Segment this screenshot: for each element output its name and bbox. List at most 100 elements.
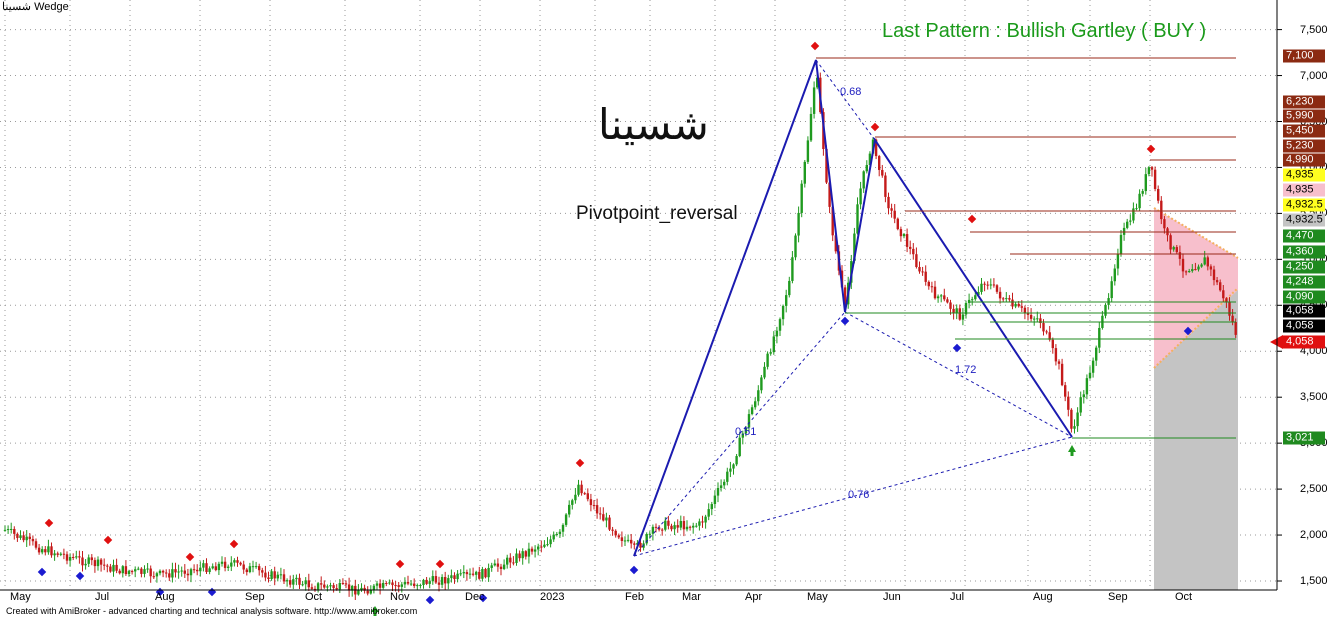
candle-body bbox=[797, 212, 800, 236]
candle-body bbox=[335, 588, 338, 590]
candle-body bbox=[933, 286, 937, 299]
candle-body bbox=[924, 271, 927, 282]
candle-body bbox=[419, 585, 422, 587]
x-tick-label: Aug bbox=[155, 591, 175, 603]
candle-body bbox=[881, 169, 884, 176]
candle-body bbox=[899, 229, 903, 237]
candle-body bbox=[1135, 208, 1138, 210]
candle-body bbox=[738, 437, 741, 457]
candle-body bbox=[347, 584, 351, 591]
candle-body bbox=[859, 188, 862, 205]
candle-body bbox=[692, 525, 695, 528]
candle-body bbox=[307, 580, 310, 588]
candle-body bbox=[540, 546, 543, 548]
candle-body bbox=[391, 582, 394, 586]
candle-body bbox=[757, 390, 760, 402]
candle-body bbox=[614, 530, 617, 536]
candle-body bbox=[183, 570, 186, 574]
candle-body bbox=[397, 585, 400, 587]
candle-body bbox=[251, 566, 255, 568]
candle-body bbox=[329, 585, 332, 587]
candle-body bbox=[704, 516, 707, 523]
candle-body bbox=[878, 156, 881, 170]
candle-body bbox=[1231, 315, 1234, 322]
candle-body bbox=[254, 566, 258, 568]
footer-credit: Created with AmiBroker - advanced charti… bbox=[6, 606, 418, 616]
candle-body bbox=[1119, 234, 1123, 255]
candle-body bbox=[558, 531, 562, 535]
candle-body bbox=[292, 579, 295, 585]
pivot-low-marker bbox=[1183, 326, 1193, 336]
pivot-high-marker bbox=[575, 458, 585, 468]
candle-body bbox=[747, 414, 751, 428]
candle-body bbox=[155, 573, 159, 577]
x-tick-label: Nov bbox=[390, 591, 410, 603]
chart-grid bbox=[0, 0, 1282, 590]
candle-body bbox=[1163, 219, 1166, 229]
wedge-area bbox=[1154, 208, 1238, 368]
candle-body bbox=[115, 564, 118, 571]
candle-body bbox=[137, 568, 140, 570]
candle-body bbox=[158, 570, 162, 574]
candle-body bbox=[1215, 280, 1219, 283]
candle-body bbox=[577, 484, 580, 495]
candle-body bbox=[37, 547, 41, 553]
candle-body bbox=[825, 149, 828, 183]
candle-body bbox=[1088, 372, 1092, 379]
candle-body bbox=[298, 577, 301, 585]
candle-body bbox=[803, 161, 806, 184]
candle-body bbox=[230, 562, 233, 567]
candle-body bbox=[856, 204, 859, 234]
candle-body bbox=[223, 561, 227, 568]
candle-body bbox=[605, 517, 608, 521]
candle-body bbox=[1203, 257, 1206, 265]
candle-body bbox=[1017, 303, 1020, 307]
candle-body bbox=[261, 570, 264, 573]
candle-body bbox=[1172, 247, 1175, 250]
candle-body bbox=[772, 336, 775, 353]
price-level-label: 4,990 bbox=[1283, 153, 1325, 167]
candle-body bbox=[688, 526, 692, 528]
x-tick-label: Sep bbox=[245, 591, 265, 603]
x-tick-label: Oct bbox=[1175, 591, 1193, 603]
candle-body bbox=[90, 557, 93, 561]
pivot-low-marker bbox=[952, 343, 962, 353]
candle-body bbox=[295, 577, 298, 580]
candle-body bbox=[72, 556, 75, 558]
candle-body bbox=[22, 535, 25, 541]
candle-body bbox=[1051, 339, 1054, 349]
candle-body bbox=[971, 299, 974, 301]
candle-body bbox=[245, 569, 248, 573]
candle-body bbox=[1129, 220, 1132, 222]
candle-body bbox=[434, 576, 438, 583]
candle-body bbox=[1085, 378, 1089, 395]
candle-body bbox=[1209, 266, 1213, 270]
candle-body bbox=[1079, 397, 1082, 413]
candle-body bbox=[453, 575, 456, 580]
candle-body bbox=[1082, 394, 1085, 398]
candle-body bbox=[983, 283, 986, 285]
candle-body bbox=[533, 549, 537, 552]
candle-body bbox=[248, 566, 252, 573]
candle-body bbox=[568, 504, 571, 515]
candle-body bbox=[499, 566, 503, 569]
candle-body bbox=[657, 527, 661, 530]
candle-body bbox=[146, 568, 149, 570]
candle-body bbox=[264, 572, 267, 578]
candle-body bbox=[416, 585, 419, 587]
candle-body bbox=[1054, 348, 1058, 362]
pattern-overlays bbox=[1153, 207, 1239, 590]
candle-body bbox=[633, 543, 636, 545]
candle-body bbox=[611, 529, 614, 531]
pattern-ratio-line bbox=[815, 59, 876, 141]
candle-body bbox=[809, 113, 813, 141]
candle-body bbox=[909, 246, 912, 249]
candle-body bbox=[750, 407, 754, 415]
price-level-lines bbox=[816, 57, 1236, 439]
candle-body bbox=[1200, 264, 1203, 267]
candle-body bbox=[1107, 298, 1110, 305]
candle-body bbox=[87, 557, 90, 564]
candle-body bbox=[406, 581, 410, 584]
